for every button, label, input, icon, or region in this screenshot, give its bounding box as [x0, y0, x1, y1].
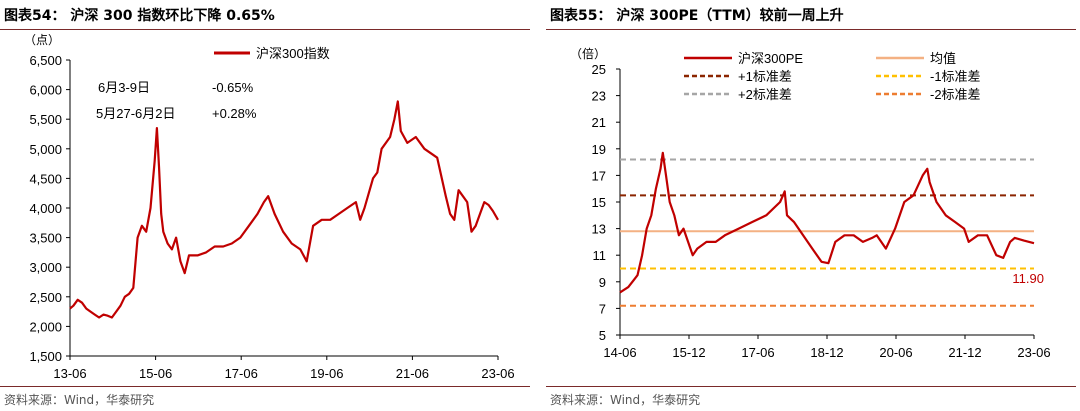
left-source-divider [0, 386, 530, 387]
right-source-note: 资料来源：Wind，华泰研究 [550, 393, 701, 407]
left-chart-title: 图表54： 沪深 300 指数环比下降 0.65% [4, 8, 275, 24]
legend-label-csi300-pe: 沪深300PE [738, 51, 803, 66]
x-tick-label: 13-06 [53, 366, 86, 381]
y-tick-label: 17 [592, 168, 606, 183]
x-tick-label: 15-06 [139, 366, 172, 381]
y-tick-label: 6,000 [29, 83, 62, 98]
left-chart-svg: （点） 1,500 2,000 2,500 3,000 3,500 4,000 4,500 5,… [24, 33, 515, 381]
annotation-prev-week-label: 5月27-6月2日 [96, 106, 175, 121]
y-tick-label: 13 [592, 222, 606, 237]
annotation-prev-week-change: +0.28% [212, 106, 257, 121]
x-tick-label: 14-06 [603, 345, 636, 360]
right-chart-svg: （倍） 5 7 9 11 13 15 17 19 21 23 25 14-06 15-12 17-06 18-… [570, 46, 1051, 360]
x-tick-label: 21-12 [948, 345, 981, 360]
x-tick-label: 15-12 [672, 345, 705, 360]
right-chart-panel: 图表55： 沪深 300PE（TTM）较前一周上升 （倍） 5 7 9 11 13 15 17… [546, 0, 1076, 411]
y-tick-label: 5,000 [29, 142, 62, 157]
y-tick-label: 2,500 [29, 290, 62, 305]
series-line-csi300-index [69, 100, 499, 319]
x-tick-label: 21-06 [396, 366, 429, 381]
annotation-week-change: -0.65% [212, 80, 254, 95]
legend-label-plus-1-std: +1标准差 [738, 69, 792, 84]
right-chart-title: 图表55： 沪深 300PE（TTM）较前一周上升 [550, 8, 844, 24]
right-title-divider [546, 29, 1076, 30]
y-tick-label: 4,500 [29, 171, 62, 186]
y-tick-label: 7 [599, 301, 606, 316]
y-tick-label: 11 [593, 248, 607, 263]
x-tick-label: 23-06 [481, 366, 514, 381]
y-tick-label: 3,000 [29, 260, 62, 275]
legend-label-plus-2-std: +2标准差 [738, 87, 792, 102]
right-source-divider [546, 386, 1076, 387]
y-tick-label: 6,500 [29, 53, 62, 68]
y-tick-label: 23 [592, 89, 606, 104]
x-tick-label: 17-06 [741, 345, 774, 360]
y-tick-label: 15 [592, 195, 606, 210]
y-tick-label: 21 [592, 115, 606, 130]
annotation-week-label: 6月3-9日 [98, 80, 150, 95]
y-tick-label: 1,500 [29, 349, 62, 364]
x-tick-label: 17-06 [225, 366, 258, 381]
y-tick-label: 3,500 [29, 231, 62, 246]
y-tick-label: 9 [599, 275, 606, 290]
left-source-note: 资料来源：Wind，华泰研究 [4, 393, 155, 407]
y-tick-label: 2,000 [29, 319, 62, 334]
x-tick-label: 18-12 [810, 345, 843, 360]
x-tick-label: 20-06 [879, 345, 912, 360]
y-tick-label: 25 [592, 62, 606, 77]
annotation-latest-pe-value: 11.90 [1012, 271, 1044, 286]
y-axis-unit-label: （点） [24, 33, 60, 47]
y-tick-label: 19 [592, 142, 606, 157]
y-axis-unit-label: （倍） [570, 46, 606, 61]
legend-label-mean: 均值 [930, 51, 956, 66]
x-tick-label: 23-06 [1017, 345, 1050, 360]
left-title-divider [0, 29, 530, 30]
y-tick-label: 5,500 [29, 112, 62, 127]
legend-label-csi300-index: 沪深300指数 [256, 46, 330, 61]
left-chart-panel: 图表54： 沪深 300 指数环比下降 0.65% （点） 1,500 2,000 2… [0, 0, 530, 411]
x-tick-label: 19-06 [310, 366, 343, 381]
legend-label-minus-2-std: -2标准差 [930, 87, 981, 102]
y-tick-label: 4,000 [29, 201, 62, 216]
legend-label-minus-1-std: -1标准差 [930, 69, 981, 84]
y-tick-label: 5 [599, 328, 606, 343]
series-line-csi300-pe [619, 151, 1035, 294]
